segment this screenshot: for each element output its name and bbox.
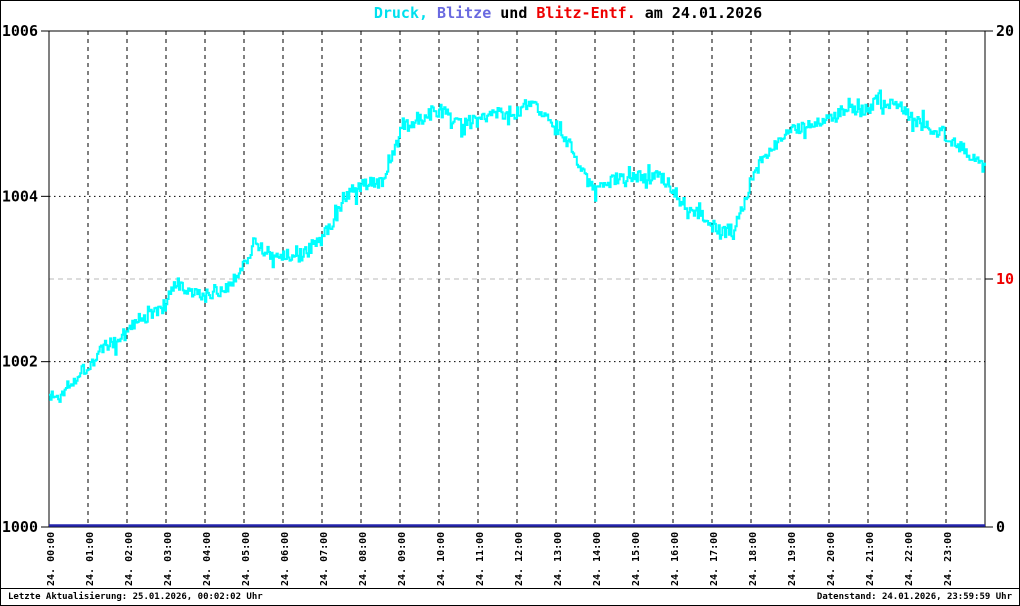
left-tick-label: 1002 — [2, 353, 38, 371]
x-tick-label: 24. 21:00 — [865, 532, 876, 586]
left-tick-label: 1006 — [2, 22, 38, 40]
right-tick-label: 10 — [996, 270, 1014, 288]
x-tick-label: 24. 14:00 — [592, 532, 603, 586]
chart-title: Druck, Blitze und Blitz-Entf. am 24.01.2… — [58, 4, 1020, 22]
x-tick-label: 24. 04:00 — [202, 532, 213, 586]
x-tick-label: 24. 03:00 — [163, 532, 174, 586]
x-tick-label: 24. 02:00 — [124, 532, 135, 586]
footer-bar: Letzte Aktualisierung: 25.01.2026, 00:02… — [0, 588, 1020, 606]
title-segment: Blitze — [428, 4, 492, 22]
x-tick-label: 24. 06:00 — [280, 532, 291, 586]
x-tick-label: 24. 23:00 — [943, 532, 954, 586]
x-tick-label: 24. 22:00 — [904, 532, 915, 586]
x-tick-label: 24. 12:00 — [514, 532, 525, 586]
x-tick-label: 24. 18:00 — [748, 532, 759, 586]
last-update-text: Letzte Aktualisierung: 25.01.2026, 00:02… — [8, 591, 263, 602]
x-tick-label: 24. 08:00 — [358, 532, 369, 586]
data-state-text: Datenstand: 24.01.2026, 23:59:59 Uhr — [816, 591, 1012, 602]
chart-canvas: 1006 1004 1002 1000 20 10 0 24. 00:00 24. 01:00 2… — [2, 22, 1014, 586]
title-segment: und — [491, 4, 537, 22]
left-tick-label: 1000 — [2, 518, 38, 536]
x-tick-label: 24. 01:00 — [85, 532, 96, 586]
x-tick-label: 24. 17:00 — [709, 532, 720, 586]
right-tick-label: 20 — [996, 22, 1014, 40]
x-tick-label: 24. 10:00 — [436, 532, 447, 586]
left-tick-label: 1004 — [2, 187, 38, 205]
x-tick-label: 24. 19:00 — [787, 532, 798, 586]
x-tick-label: 24. 20:00 — [826, 532, 837, 586]
right-tick-label: 0 — [996, 518, 1005, 536]
pressure-line — [49, 89, 986, 403]
title-segment: Blitz-Entf. — [536, 4, 636, 22]
x-tick-label: 24. 16:00 — [670, 532, 681, 586]
x-tick-label: 24. 15:00 — [631, 532, 642, 586]
x-tick-label: 24. 09:00 — [397, 532, 408, 586]
x-tick-label: 24. 13:00 — [553, 532, 564, 586]
x-tick-label: 24. 11:00 — [475, 532, 486, 586]
title-segment: Druck, — [373, 4, 429, 22]
x-tick-label: 24. 07:00 — [319, 532, 330, 586]
x-tick-label: 24. 00:00 — [46, 532, 57, 586]
title-segment: am 24.01.2026 — [635, 4, 763, 22]
x-tick-label: 24. 05:00 — [241, 532, 252, 586]
